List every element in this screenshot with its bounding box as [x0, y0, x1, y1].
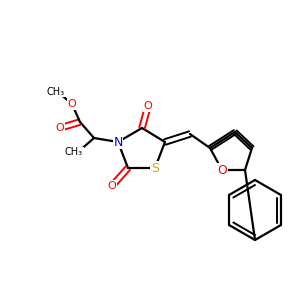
- Text: CH₃: CH₃: [47, 87, 65, 97]
- Text: O: O: [68, 99, 76, 109]
- Text: N: N: [113, 136, 123, 148]
- Text: O: O: [56, 123, 64, 133]
- Text: O: O: [108, 181, 116, 191]
- Text: S: S: [151, 161, 159, 175]
- Text: O: O: [217, 164, 227, 176]
- Text: O: O: [144, 101, 152, 111]
- Text: CH₃: CH₃: [65, 147, 83, 157]
